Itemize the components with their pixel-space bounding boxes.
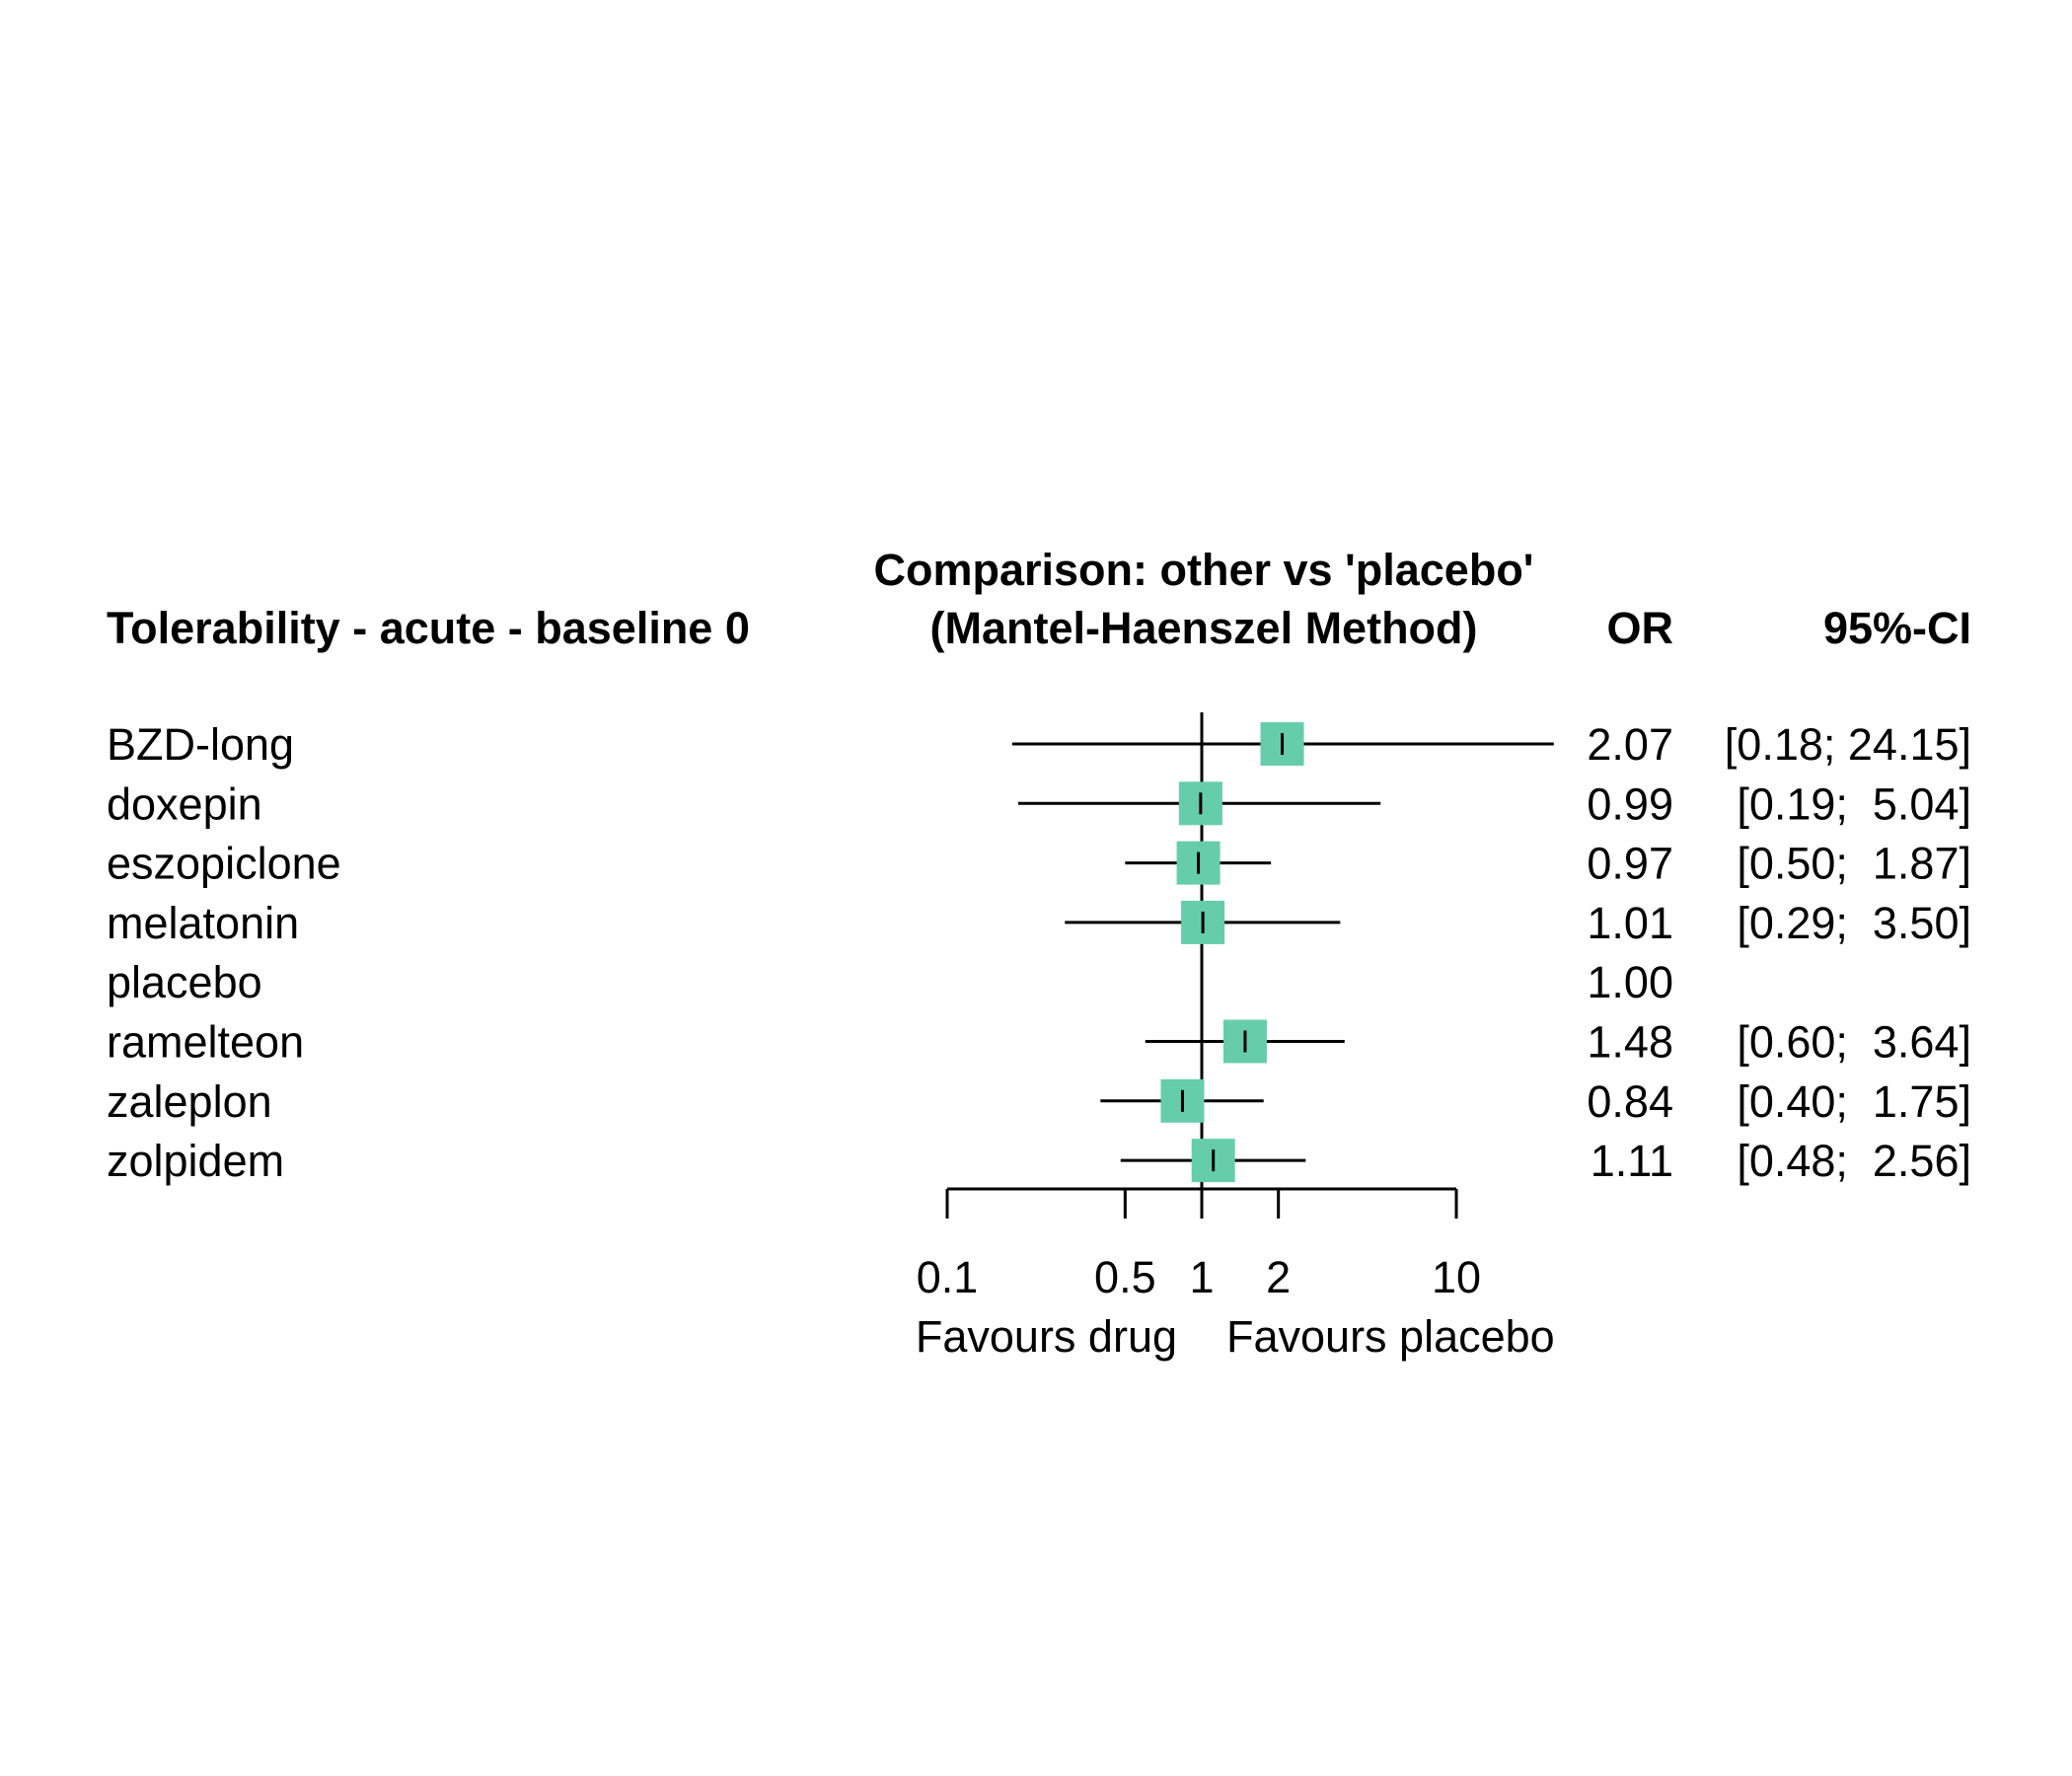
study-row-eszopiclone: eszopiclone 0.97 [0.50; 1.87] [107,839,1971,889]
x-tick-label: 0.1 [917,1252,979,1302]
or-value: 1.01 [1587,898,1673,948]
study-label: doxepin [107,778,262,829]
or-value: 2.07 [1587,719,1673,770]
x-axis: 0.1 0.5 1 2 10 Favours drug Favours placebo [916,1187,1555,1362]
study-row-doxepin: doxepin 0.99 [0.19; 5.04] [107,778,1971,829]
study-label: melatonin [107,898,299,948]
ci-value: [0.18; 24.15] [1725,719,1971,770]
study-row-melatonin: melatonin 1.01 [0.29; 3.50] [107,898,1971,948]
study-label: zaleplon [107,1076,272,1127]
study-row-placebo: placebo 1.00 [107,957,1673,1007]
study-row-zaleplon: zaleplon 0.84 [0.40; 1.75] [107,1076,1971,1127]
x-tick-label: 2 [1266,1252,1291,1302]
study-row-ramelteon: ramelteon 1.48 [0.60; 3.64] [107,1017,1971,1068]
or-value: 1.48 [1587,1017,1673,1068]
study-label: zolpidem [107,1136,284,1186]
or-value: 0.97 [1587,839,1673,889]
or-value: 0.84 [1587,1076,1673,1127]
ci-column-header: 95%-CI [1823,603,1971,653]
ci-value: [0.29; 3.50] [1737,898,1971,948]
study-label: ramelteon [107,1017,304,1068]
x-tick-label: 0.5 [1094,1252,1156,1302]
study-row-BZD-long: BZD-long 2.07 [0.18; 24.15] [107,719,1971,770]
x-tick-label: 1 [1189,1252,1214,1302]
or-column-header: OR [1607,603,1674,653]
study-label: BZD-long [107,719,294,770]
ci-value: [0.50; 1.87] [1737,839,1971,889]
study-rows: BZD-long 2.07 [0.18; 24.15] doxepin 0.99 [0.1… [107,712,1971,1191]
center-title-line2: (Mantel-Haenszel Method) [929,603,1477,653]
favours-drug-label: Favours drug [916,1311,1177,1362]
ci-value: [0.60; 3.64] [1737,1017,1971,1068]
header: Comparison: other vs 'placebo' Tolerabil… [107,545,1971,653]
study-label: placebo [107,957,262,1007]
left-title: Tolerability - acute - baseline 0 [107,603,750,653]
study-row-zolpidem: zolpidem 1.11 [0.48; 2.56] [107,1136,1971,1186]
ci-value: [0.40; 1.75] [1737,1076,1971,1127]
or-value: 1.00 [1587,957,1673,1007]
study-label: eszopiclone [107,839,341,889]
favours-placebo-label: Favours placebo [1226,1311,1555,1362]
ci-value: [0.19; 5.04] [1737,778,1971,829]
or-value: 0.99 [1587,778,1673,829]
or-value: 1.11 [1591,1136,1673,1186]
center-title-line1: Comparison: other vs 'placebo' [873,545,1533,595]
ci-value: [0.48; 2.56] [1737,1136,1971,1186]
x-tick-label: 10 [1432,1252,1481,1302]
